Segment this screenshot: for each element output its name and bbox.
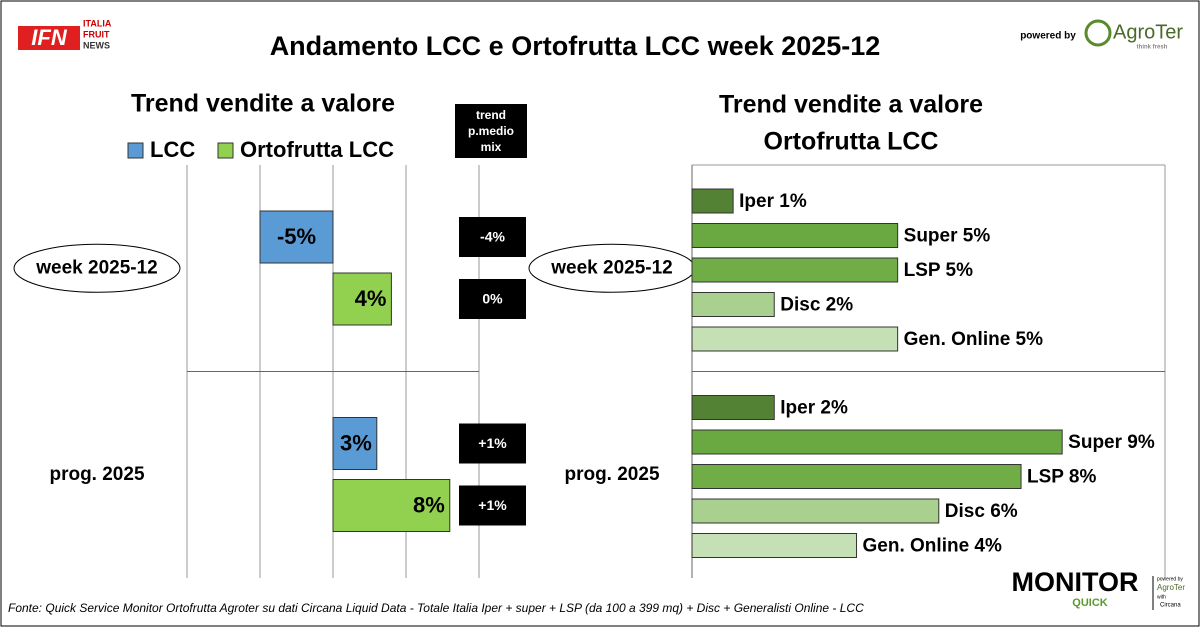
trend-label: +1%	[478, 497, 507, 513]
value-label: Gen. Online 4%	[863, 536, 1002, 557]
bar	[691, 429, 1063, 455]
agroter-icon	[1084, 19, 1112, 47]
value-label: Super 5%	[904, 226, 991, 247]
category-label: prog. 2025	[49, 464, 144, 485]
value-label: -5%	[277, 224, 316, 249]
value-label: LSP 5%	[904, 260, 973, 281]
agroter-logo: AgroTer	[1113, 21, 1183, 43]
bar	[691, 533, 858, 558]
bar	[691, 292, 775, 317]
value-label: LSP 8%	[1027, 467, 1096, 488]
bar	[691, 464, 1022, 489]
bar	[691, 326, 899, 352]
value-label: Disc 6%	[945, 501, 1018, 522]
bar	[691, 223, 899, 248]
value-label: Iper 2%	[780, 398, 848, 419]
chart-title: Trend vendite a valore	[719, 91, 983, 119]
category-label: prog. 2025	[564, 464, 659, 485]
bar	[691, 257, 899, 283]
ifn-logo: IFN	[31, 25, 68, 50]
legend-label: LCC	[150, 137, 195, 162]
chart-title: Trend vendite a valore	[131, 90, 395, 118]
trend-header: trend p.medio mix	[455, 104, 527, 158]
monitor-quick: QUICK	[1072, 597, 1108, 609]
monitor-credit: powered by	[1157, 576, 1183, 582]
bar	[259, 210, 334, 264]
legend-swatch	[217, 142, 234, 159]
ifn-tagline: ITALIA	[83, 18, 112, 28]
source-note: Fonte: Quick Service Monitor Ortofrutta …	[8, 601, 864, 615]
agroter-tagline: think fresh	[1137, 45, 1168, 51]
value-label: Iper 1%	[739, 191, 807, 212]
trend-box	[459, 485, 526, 526]
ifn-logo-box	[18, 26, 80, 50]
value-label: 8%	[413, 492, 445, 517]
category-label: week 2025-12	[35, 257, 158, 278]
chart-subtitle: Ortofrutta LCC	[764, 128, 939, 156]
category-ellipse	[13, 243, 181, 293]
bar	[332, 417, 378, 470]
value-label: Super 9%	[1068, 432, 1155, 453]
bar	[332, 479, 451, 532]
monitor-credit: with	[1157, 594, 1166, 600]
legend-swatch	[127, 142, 144, 159]
bar	[691, 188, 734, 214]
bar	[691, 498, 940, 524]
trend-box	[459, 217, 526, 257]
value-label: 3%	[340, 430, 372, 455]
trend-box	[459, 279, 526, 319]
value-label: Gen. Online 5%	[904, 329, 1043, 350]
monitor-credit: Circana	[1160, 603, 1181, 609]
trend-box	[459, 423, 526, 464]
value-label: 4%	[355, 286, 387, 311]
trend-label: 0%	[482, 291, 503, 307]
monitor-logo: MONITOR	[1012, 567, 1139, 597]
value-label: Disc 2%	[780, 295, 853, 316]
category-label: week 2025-12	[550, 257, 673, 278]
powered-by: powered by	[1020, 31, 1076, 42]
page-title: Andamento LCC e Ortofrutta LCC week 2025…	[270, 31, 881, 61]
bar	[332, 272, 392, 326]
bar	[691, 395, 775, 420]
legend-label: Ortofrutta LCC	[240, 137, 394, 162]
monitor-credit: AgroTer	[1157, 583, 1185, 592]
ifn-tagline: FRUIT	[83, 29, 110, 39]
trend-title: trend p.medio mix	[455, 104, 527, 158]
trend-label: -4%	[480, 229, 505, 245]
ifn-tagline: NEWS	[83, 40, 110, 50]
trend-label: +1%	[478, 435, 507, 451]
